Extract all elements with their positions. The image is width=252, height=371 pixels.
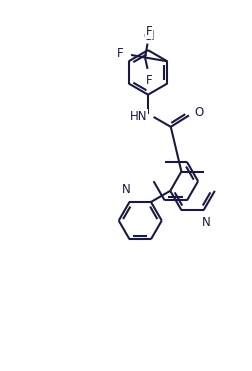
- Text: O: O: [194, 106, 203, 119]
- Text: F: F: [145, 75, 151, 88]
- Text: N: N: [121, 183, 130, 196]
- Text: F: F: [116, 47, 123, 60]
- Text: F: F: [145, 25, 151, 38]
- Text: Cl: Cl: [143, 30, 154, 43]
- Text: N: N: [201, 216, 210, 229]
- Text: HN: HN: [129, 110, 147, 123]
